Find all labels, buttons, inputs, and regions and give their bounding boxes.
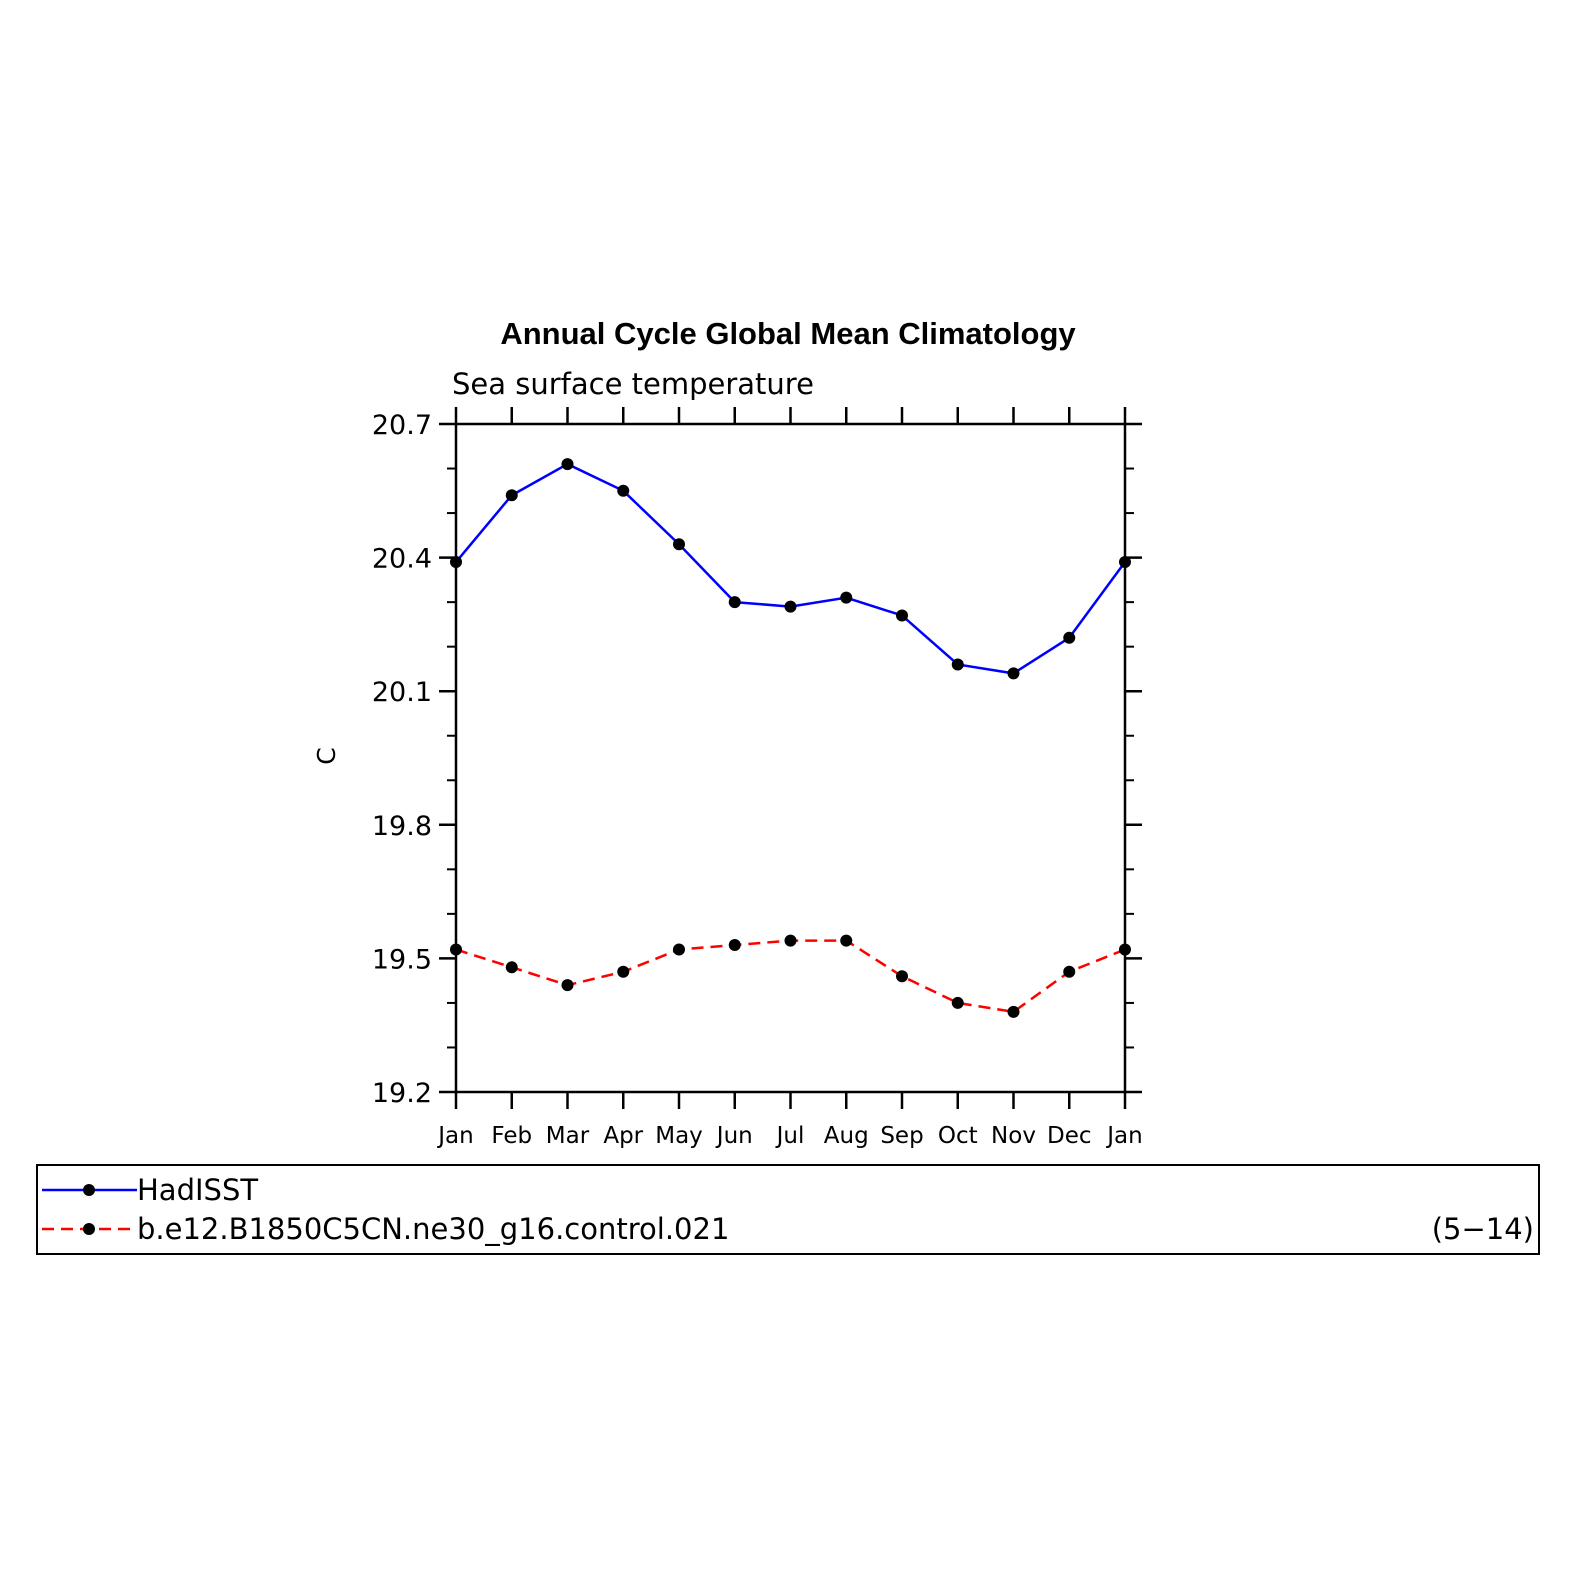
x-tick-label: Aug	[824, 1123, 869, 1149]
legend-note: (5−14)	[1432, 1212, 1534, 1246]
series-0-point	[784, 600, 797, 613]
y-tick-label: 20.1	[372, 677, 432, 708]
legend-marker-1	[83, 1223, 95, 1235]
series-line-1	[455, 939, 1126, 1014]
series-0-point	[450, 556, 462, 569]
x-tick-label: Sep	[880, 1123, 923, 1149]
series-0-point	[673, 538, 685, 551]
series-0-point	[1007, 667, 1020, 680]
series-0-point	[561, 458, 574, 471]
series-0-point	[951, 658, 964, 671]
series-0-point	[505, 489, 518, 502]
x-tick-label: May	[655, 1123, 703, 1149]
series-1-point	[673, 943, 685, 956]
y-tick-label: 19.2	[372, 1078, 432, 1109]
chart-subtitle: Sea surface temperature	[452, 367, 814, 401]
x-tick-label: Dec	[1047, 1123, 1092, 1149]
series-1-point	[1007, 1005, 1020, 1018]
x-tick-label: Mar	[546, 1123, 590, 1149]
plot-frame	[454, 422, 1127, 1094]
series-1-point	[840, 934, 853, 947]
series-0-point	[728, 596, 741, 609]
series-1-point	[728, 939, 741, 952]
series-1-point	[951, 996, 964, 1009]
x-tick-labels: Jan Feb Mar Apr May Jun Jul Aug Sep Oct Nov Dec Jan	[436, 1123, 1142, 1149]
x-tick-label: Nov	[991, 1123, 1036, 1149]
legend-keys	[42, 1184, 137, 1235]
x-tick-label: Jan	[1105, 1123, 1142, 1149]
axes	[439, 407, 1142, 1109]
y-tick-label: 19.5	[372, 944, 432, 975]
series-0-point	[617, 484, 630, 497]
series-0-point	[896, 609, 908, 622]
x-tick-label: Jul	[775, 1123, 805, 1149]
x-tick-label: Jun	[715, 1123, 753, 1149]
series-1-point	[450, 943, 462, 956]
legend-marker-0	[83, 1184, 95, 1196]
series-1-point	[617, 965, 630, 978]
series-1-point	[1063, 965, 1076, 978]
legend-label-hadisst: HadISST	[137, 1173, 258, 1207]
y-axis-label: C	[312, 747, 341, 764]
x-tick-label: Oct	[938, 1123, 978, 1149]
legend-label-model: b.e12.B1850C5CN.ne30_g16.control.021	[137, 1212, 729, 1246]
y-tick-label: 20.4	[372, 544, 432, 575]
series-lines	[450, 458, 1131, 1018]
series-1-point	[896, 970, 908, 983]
series-0-point	[1063, 631, 1076, 644]
y-tick-label: 20.7	[372, 410, 432, 441]
x-tick-label: Apr	[603, 1123, 643, 1149]
series-0-point	[1119, 556, 1131, 569]
series-line-0	[455, 462, 1127, 675]
chart-title: Annual Cycle Global Mean Climatology	[500, 316, 1076, 351]
legend-box	[36, 1164, 1540, 1255]
x-tick-label: Feb	[491, 1123, 532, 1149]
y-tick-labels: 19.2 19.5 19.8 20.1 20.4 20.7	[372, 410, 432, 1109]
series-1-point	[784, 934, 797, 947]
series-1-point	[505, 961, 518, 974]
series-1-point	[1119, 943, 1131, 956]
x-tick-label: Jan	[436, 1123, 473, 1149]
series-1-point	[561, 979, 574, 992]
series-0-point	[840, 591, 853, 604]
legend: HadISST b.e12.B1850C5CN.ne30_g16.control…	[36, 1164, 1540, 1255]
y-tick-label: 19.8	[372, 811, 432, 842]
